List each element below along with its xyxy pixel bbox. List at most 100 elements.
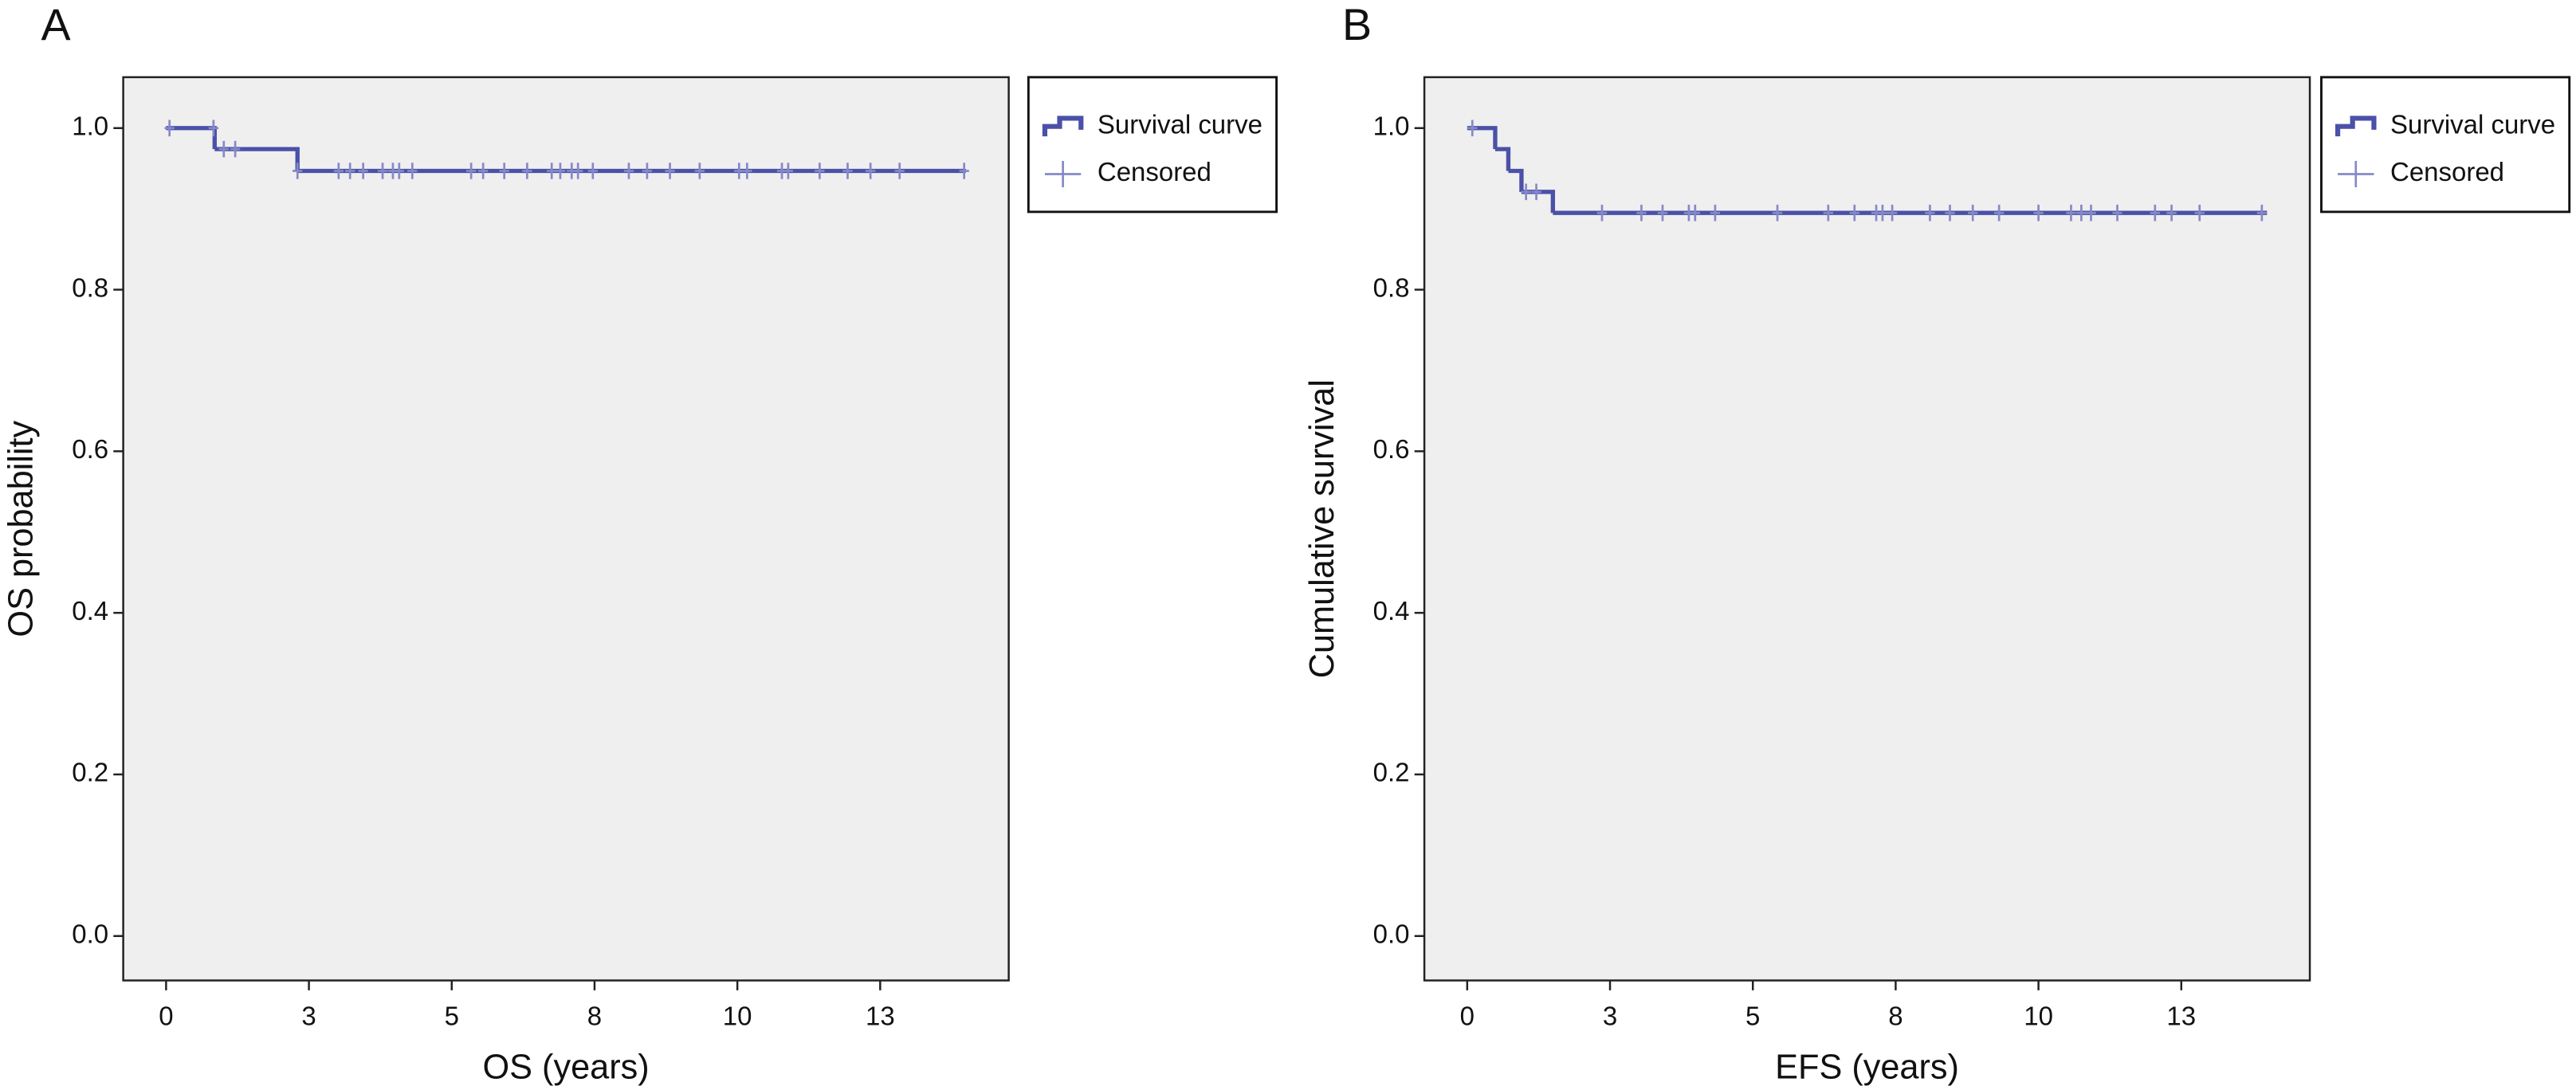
censored-mark bbox=[1636, 204, 1647, 222]
censored-mark bbox=[2150, 204, 2160, 222]
censored-mark bbox=[665, 163, 675, 179]
censored-mark bbox=[587, 163, 598, 179]
censored-mark bbox=[2166, 204, 2177, 222]
y-tick-label: 0.8 bbox=[1373, 272, 1410, 302]
censored-mark bbox=[1772, 204, 1783, 222]
censored-mark bbox=[2112, 204, 2122, 222]
censored-mark bbox=[894, 163, 905, 179]
censored-mark bbox=[2066, 204, 2076, 222]
censored-mark bbox=[694, 163, 705, 179]
censored-mark bbox=[499, 163, 509, 179]
x-tick-label: 13 bbox=[866, 1002, 895, 1031]
y-tick-label: 0.0 bbox=[1373, 919, 1410, 948]
censored-mark bbox=[1945, 204, 1955, 222]
panel: A 0 3 5 8 10 13 0.0 0.2 0.4 0.6 0.8 1.0 OS (years) OS … bbox=[2, 0, 1278, 1086]
censored-mark bbox=[1993, 204, 2005, 222]
x-tick-label: 10 bbox=[723, 1002, 752, 1031]
y-tick-label: 1.0 bbox=[72, 111, 108, 140]
censored-mark bbox=[2076, 204, 2087, 222]
legend-swatch bbox=[1042, 116, 1084, 137]
censored-mark bbox=[358, 163, 368, 179]
panel-letter: B bbox=[1342, 0, 1372, 49]
censored-mark bbox=[842, 163, 853, 179]
legend-swatch bbox=[1044, 160, 1082, 187]
censored-mark bbox=[407, 163, 418, 179]
x-tick-label: 13 bbox=[2166, 1002, 2196, 1031]
censored-mark bbox=[547, 163, 557, 179]
censored-mark bbox=[164, 120, 175, 137]
legend-label: Censored bbox=[1098, 157, 1211, 186]
censored-mark bbox=[623, 163, 634, 179]
legend-label: Censored bbox=[2390, 157, 2504, 186]
censored-mark bbox=[1823, 204, 1833, 222]
censored-mark bbox=[865, 163, 876, 179]
censored-mark bbox=[2086, 204, 2096, 222]
censored-mark bbox=[642, 163, 653, 179]
censored-mark bbox=[1849, 204, 1859, 222]
y-tick-label: 1.0 bbox=[1373, 111, 1410, 140]
x-tick-label: 0 bbox=[159, 1002, 173, 1031]
censored-mark bbox=[1710, 204, 1721, 222]
y-tick-label: 0.0 bbox=[72, 919, 108, 948]
censored-mark bbox=[1467, 120, 1478, 137]
y-tick-label: 0.8 bbox=[72, 272, 108, 302]
censored-mark bbox=[2256, 204, 2268, 222]
censored-mark bbox=[377, 163, 388, 179]
censored-mark bbox=[742, 163, 752, 179]
censored-mark bbox=[555, 163, 566, 179]
x-tick-label: 8 bbox=[1888, 1002, 1903, 1031]
y-tick-label: 0.2 bbox=[1373, 758, 1410, 787]
censored-mark bbox=[1887, 204, 1898, 222]
censored-mark bbox=[2033, 204, 2044, 222]
x-tick-label: 5 bbox=[1745, 1002, 1760, 1031]
x-axis-label: OS (years) bbox=[483, 1048, 650, 1086]
x-tick-label: 5 bbox=[445, 1002, 459, 1031]
plot-area bbox=[122, 76, 1010, 982]
censored-mark bbox=[218, 140, 229, 158]
censored-mark bbox=[478, 163, 489, 179]
censored-mark bbox=[522, 163, 532, 179]
censored-mark bbox=[1657, 204, 1668, 222]
legend-label: Survival curve bbox=[1098, 109, 1262, 139]
survival-step bbox=[1494, 147, 1511, 171]
censored-mark bbox=[1967, 204, 1978, 222]
legend-swatch bbox=[2338, 160, 2374, 187]
censored-mark bbox=[1531, 183, 1541, 201]
censored-mark bbox=[2194, 204, 2205, 222]
legend-swatch bbox=[2334, 116, 2377, 137]
censored-mark bbox=[1690, 204, 1701, 222]
x-tick-label: 0 bbox=[1460, 1002, 1475, 1031]
x-axis-label: EFS (years) bbox=[1775, 1048, 1959, 1086]
censored-mark bbox=[465, 163, 477, 179]
censored-mark bbox=[959, 163, 969, 179]
survival-step bbox=[1508, 168, 1524, 192]
x-tick-label: 10 bbox=[2024, 1002, 2053, 1031]
censored-mark bbox=[1596, 204, 1608, 222]
censored-mark bbox=[230, 140, 241, 158]
panel-letter: A bbox=[41, 0, 71, 49]
censored-mark bbox=[783, 163, 794, 179]
legend-label: Survival curve bbox=[2390, 109, 2555, 139]
panel: B 0 3 5 8 10 13 0.0 0.2 0.4 0.6 0.8 1.0 EFS (years) Cu… bbox=[1303, 0, 2571, 1086]
censored-mark bbox=[572, 163, 583, 179]
legend-box bbox=[2320, 76, 2571, 214]
y-axis-label: OS probability bbox=[2, 420, 40, 637]
y-axis-label: Cumulative survival bbox=[1303, 379, 1341, 678]
censored-mark bbox=[1925, 204, 1935, 222]
plot-area bbox=[1423, 76, 2311, 982]
censored-mark bbox=[394, 163, 405, 179]
x-tick-label: 3 bbox=[301, 1002, 316, 1031]
y-tick-label: 0.4 bbox=[72, 596, 108, 625]
censored-mark bbox=[293, 163, 303, 179]
censored-mark bbox=[815, 163, 825, 179]
y-tick-label: 0.6 bbox=[1373, 434, 1410, 464]
censored-mark bbox=[1877, 204, 1888, 222]
y-tick-label: 0.6 bbox=[72, 434, 108, 464]
x-tick-label: 8 bbox=[587, 1002, 602, 1031]
censored-mark bbox=[344, 163, 355, 179]
y-tick-label: 0.4 bbox=[1373, 596, 1410, 625]
y-tick-label: 0.2 bbox=[72, 758, 108, 787]
legend-box bbox=[1027, 76, 1278, 214]
